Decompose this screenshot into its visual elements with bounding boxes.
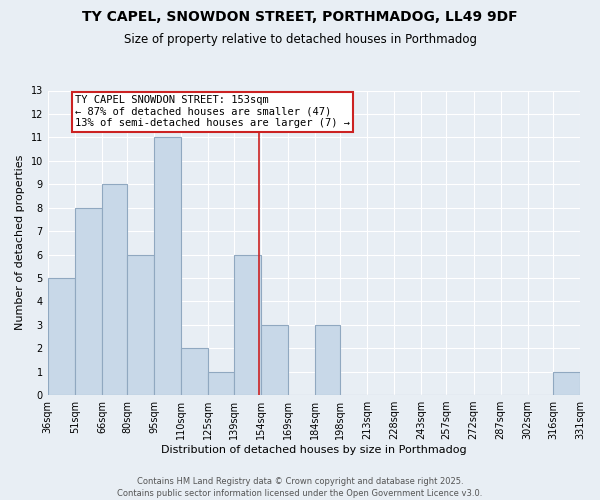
Bar [181, 348, 208, 395]
Text: TY CAPEL SNOWDON STREET: 153sqm
← 87% of detached houses are smaller (47)
13% of: TY CAPEL SNOWDON STREET: 153sqm ← 87% of… [75, 95, 350, 128]
Bar [233, 254, 260, 395]
Text: Contains HM Land Registry data © Crown copyright and database right 2025.
Contai: Contains HM Land Registry data © Crown c… [118, 476, 482, 498]
Bar [208, 372, 233, 395]
Bar [75, 208, 102, 395]
Bar [553, 372, 580, 395]
Text: TY CAPEL, SNOWDON STREET, PORTHMADOG, LL49 9DF: TY CAPEL, SNOWDON STREET, PORTHMADOG, LL… [82, 10, 518, 24]
Bar [260, 325, 288, 395]
Text: Size of property relative to detached houses in Porthmadog: Size of property relative to detached ho… [124, 32, 476, 46]
Bar [48, 278, 75, 395]
Y-axis label: Number of detached properties: Number of detached properties [15, 155, 25, 330]
Bar [315, 325, 340, 395]
X-axis label: Distribution of detached houses by size in Porthmadog: Distribution of detached houses by size … [161, 445, 467, 455]
Bar [127, 254, 154, 395]
Bar [154, 138, 181, 395]
Bar [102, 184, 127, 395]
